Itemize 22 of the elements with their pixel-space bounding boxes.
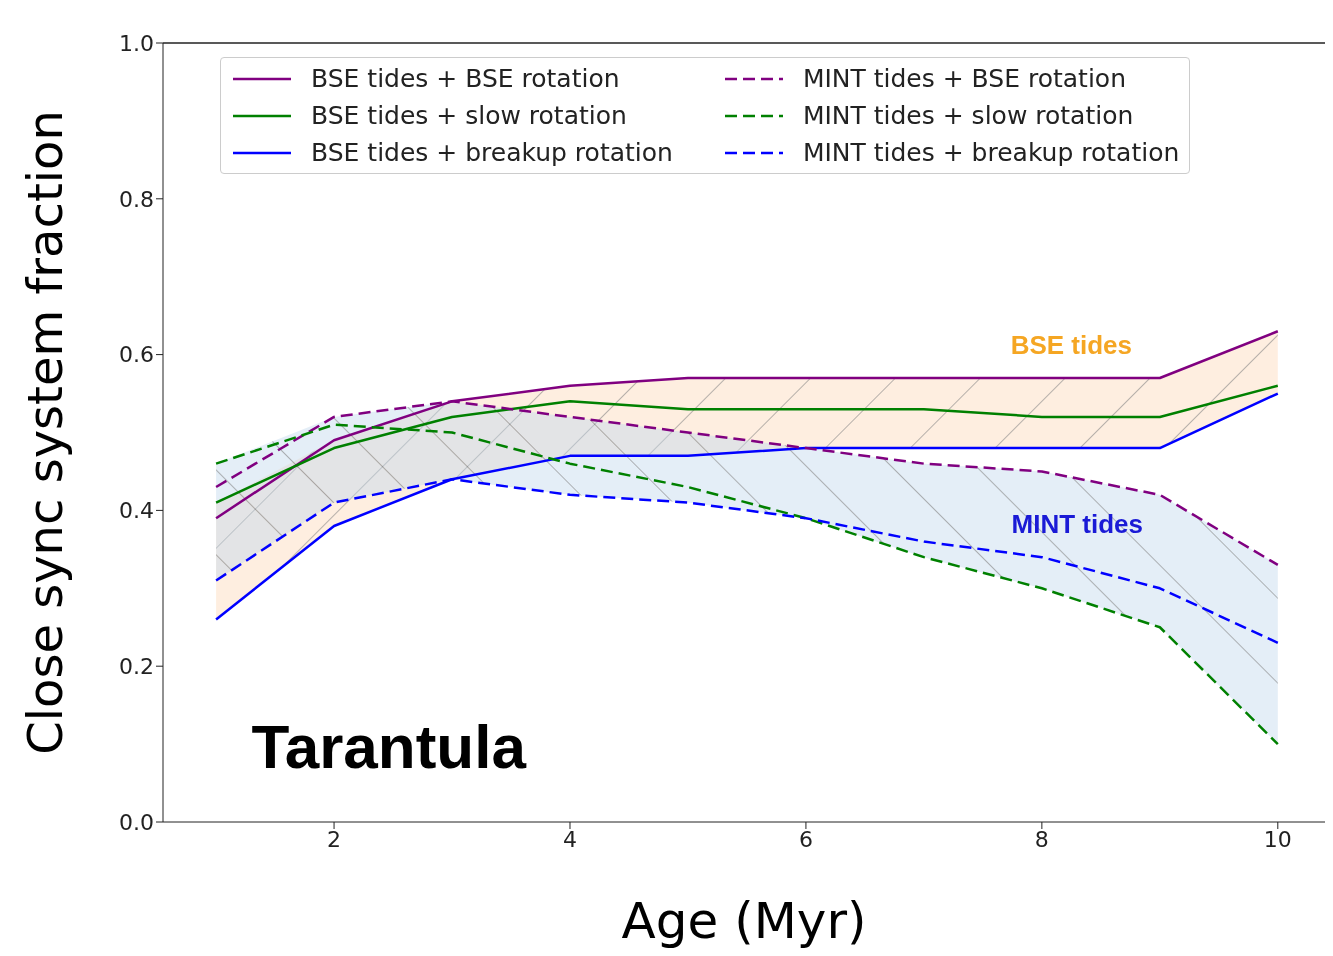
legend-label: BSE tides + BSE rotation [311, 64, 620, 93]
x-tick-label: 10 [1263, 826, 1292, 852]
x-axis-title: Age (Myr) [621, 892, 867, 950]
legend-label: BSE tides + breakup rotation [311, 138, 673, 167]
y-tick-label: 0.2 [119, 654, 154, 680]
y-tick-label: 0.0 [119, 809, 154, 835]
legend-label: BSE tides + slow rotation [311, 101, 627, 130]
x-tick-label: 8 [1034, 826, 1049, 852]
y-tick-label: 0.4 [119, 498, 154, 524]
annotation: MINT tides [1011, 508, 1143, 539]
legend-label: MINT tides + BSE rotation [802, 64, 1126, 93]
y-axis-title: Close sync system fraction [17, 110, 74, 755]
y-tick-label: 0.8 [119, 186, 154, 212]
y-tick-label: 1.0 [119, 30, 154, 56]
annotation: Tarantula [251, 712, 527, 782]
x-tick-label: 6 [798, 826, 813, 852]
annotation: BSE tides [1010, 329, 1133, 360]
x-tick-label: 2 [327, 826, 342, 852]
y-tick-label: 0.6 [119, 342, 154, 368]
x-tick-label: 4 [562, 826, 577, 852]
legend-label: MINT tides + breakup rotation [802, 138, 1180, 167]
legend-label: MINT tides + slow rotation [802, 101, 1134, 130]
